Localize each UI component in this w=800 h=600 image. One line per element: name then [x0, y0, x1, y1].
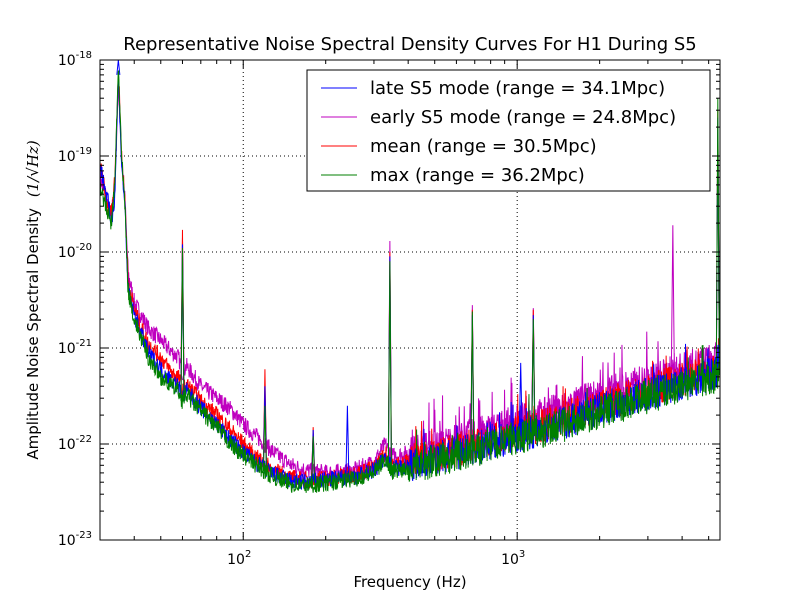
y-tick-label: 10-18 — [58, 50, 92, 69]
legend-label-2: mean (range = 30.5Mpc) — [370, 136, 597, 157]
y-tick-label: 10-20 — [58, 242, 92, 261]
legend-label-3: max (range = 36.2Mpc) — [370, 165, 585, 186]
x-tick-label: 102 — [227, 549, 251, 568]
axis-ticks: 10-23 10-22 10-21 10-20 10-19 10-18 102 103 — [58, 50, 720, 568]
y-axis-label-group: Amplitude Noise Spectral Density (1/√Hz) — [24, 140, 42, 460]
series-layer — [100, 60, 720, 493]
plot-frame — [99, 59, 721, 541]
y-axis-label-unit: (1/√Hz) — [24, 140, 42, 197]
x-tick-label: 103 — [501, 549, 525, 568]
series-line-3 — [100, 70, 720, 493]
y-tick-label: 10-22 — [58, 434, 92, 453]
legend: late S5 mode (range = 34.1Mpc) early S5 m… — [306, 69, 711, 192]
legend-label-0: late S5 mode (range = 34.1Mpc) — [370, 78, 665, 99]
y-tick-label: 10-21 — [58, 338, 92, 357]
legend-label-1: early S5 mode (range = 24.8Mpc) — [370, 107, 676, 128]
y-tick-label: 10-23 — [58, 530, 92, 549]
y-axis-label-text: Amplitude Noise Spectral Density — [24, 208, 42, 460]
plot-area: 10-23 10-22 10-21 10-20 10-19 10-18 102 103 — [58, 50, 721, 568]
legend-box — [306, 69, 711, 192]
y-axis-label: Amplitude Noise Spectral Density (1/√Hz) — [24, 140, 42, 460]
chart-title: Representative Noise Spectral Density Cu… — [123, 34, 696, 55]
y-tick-label: 10-19 — [58, 146, 92, 165]
x-axis-label: Frequency (Hz) — [353, 573, 466, 591]
